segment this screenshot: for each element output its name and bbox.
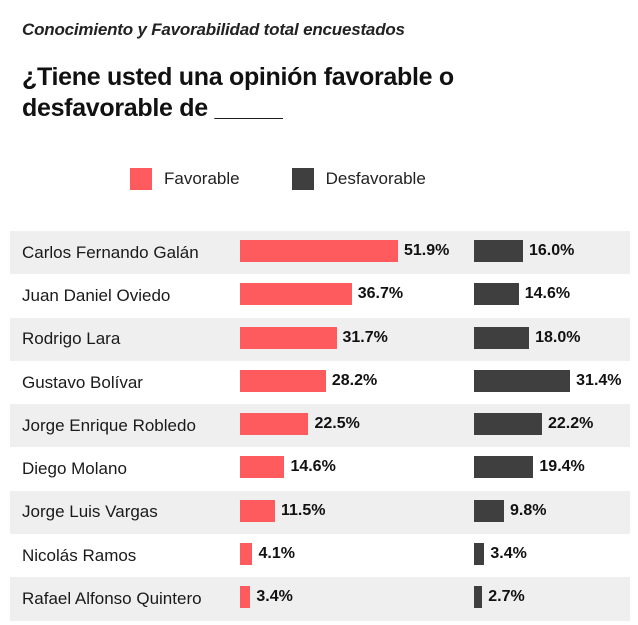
category-label: Juan Daniel Oviedo xyxy=(22,285,171,305)
value-label-desfavorable: 18.0% xyxy=(535,328,581,346)
legend: Favorable Desfavorable xyxy=(130,168,478,190)
legend-swatch-desfavorable xyxy=(291,168,314,190)
category-label: Jorge Luis Vargas xyxy=(22,502,158,522)
category-label: Carlos Fernando Galán xyxy=(22,242,199,262)
chart-row: Rodrigo Lara 31.7% 18.0% xyxy=(10,317,630,361)
bar-favorable xyxy=(240,456,285,479)
category-label: Diego Molano xyxy=(22,459,127,479)
value-label-favorable: 22.5% xyxy=(314,415,360,433)
chart-row: Jorge Enrique Robledo 22.5% 22.2% xyxy=(10,404,630,448)
bar-desfavorable xyxy=(474,283,519,306)
category-label: Rodrigo Lara xyxy=(22,329,121,349)
chart-row: Diego Molano 14.6% 19.4% xyxy=(10,447,630,490)
chart-row: Jorge Luis Vargas 11.5% 9.8% xyxy=(10,490,630,535)
bar-desfavorable xyxy=(474,499,504,522)
value-label-favorable: 28.2% xyxy=(331,371,378,389)
bar-desfavorable xyxy=(474,240,523,262)
bar-favorable xyxy=(240,283,352,306)
value-label-desfavorable: 31.4% xyxy=(576,371,622,389)
value-label-desfavorable: 16.0% xyxy=(529,242,575,259)
chart-row: Nicolás Ramos 4.1% 3.4% xyxy=(10,534,630,577)
bar-favorable xyxy=(240,369,326,392)
legend-swatch-favorable xyxy=(130,168,152,190)
category-label: Nicolás Ramos xyxy=(22,545,137,565)
bar-desfavorable xyxy=(474,326,530,349)
chart-row: Gustavo Bolívar 28.2% 31.4% xyxy=(10,361,630,404)
chart-title: ¿Tiene usted una opinión favorable o des… xyxy=(22,63,454,122)
chart-row: Juan Daniel Oviedo 36.7% 14.6% xyxy=(10,274,630,317)
value-label-favorable: 4.1% xyxy=(258,545,295,563)
bar-desfavorable xyxy=(474,543,485,566)
bar-favorable xyxy=(240,326,337,349)
value-label-desfavorable: 2.7% xyxy=(488,588,525,606)
legend-label-favorable: Favorable xyxy=(164,169,240,188)
bar-favorable xyxy=(240,543,253,566)
value-label-desfavorable: 3.4% xyxy=(490,545,527,563)
chart-rows: Carlos Fernando Galán 51.9% 16.0% Juan Dani… xyxy=(10,231,630,621)
chart-row: Carlos Fernando Galán 51.9% 16.0% xyxy=(10,231,630,275)
bar-favorable xyxy=(240,499,275,522)
value-label-favorable: 11.5% xyxy=(281,501,326,519)
chart-row: Rafael Alfonso Quintero 3.4% 2.7% xyxy=(10,577,630,621)
bar-favorable xyxy=(240,586,251,609)
value-label-desfavorable: 22.2% xyxy=(547,415,594,433)
chart-subtitle: Conocimiento y Favorabilidad total encue… xyxy=(22,20,405,39)
legend-label-desfavorable: Desfavorable xyxy=(325,169,426,188)
bar-favorable xyxy=(240,240,398,262)
value-label-favorable: 3.4% xyxy=(256,588,293,606)
legend-item-desfavorable: Desfavorable xyxy=(291,168,426,190)
value-label-favorable: 36.7% xyxy=(357,285,404,303)
value-label-desfavorable: 19.4% xyxy=(539,458,585,476)
legend-item-favorable: Favorable xyxy=(130,168,240,190)
value-label-favorable: 31.7% xyxy=(342,328,388,346)
value-label-desfavorable: 9.8% xyxy=(510,501,547,519)
value-label-desfavorable: 14.6% xyxy=(524,285,571,303)
value-label-favorable: 14.6% xyxy=(290,458,336,476)
bar-desfavorable xyxy=(474,586,483,609)
bar-desfavorable xyxy=(474,413,542,436)
bar-favorable xyxy=(240,413,309,436)
bar-desfavorable xyxy=(474,369,571,392)
bar-desfavorable xyxy=(474,456,534,479)
category-label: Rafael Alfonso Quintero xyxy=(22,589,202,609)
category-label: Jorge Enrique Robledo xyxy=(22,415,196,435)
category-label: Gustavo Bolívar xyxy=(22,372,143,392)
value-label-favorable: 51.9% xyxy=(404,242,450,259)
